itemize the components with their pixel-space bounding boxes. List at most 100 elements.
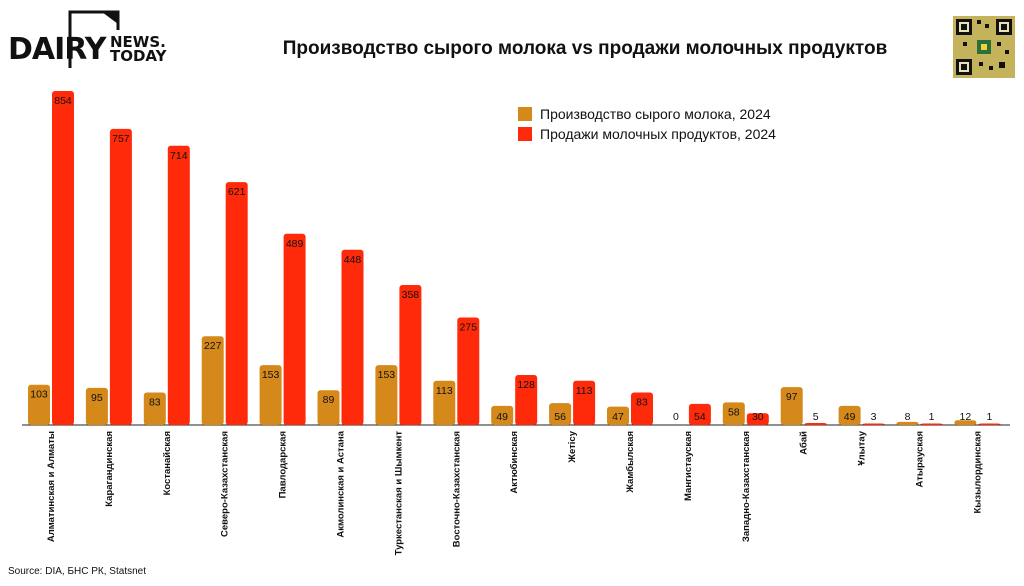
bar-production — [838, 405, 861, 425]
legend-swatch-production — [518, 107, 532, 121]
data-label-production: 56 — [554, 411, 566, 423]
bar-production — [549, 403, 572, 425]
data-label-production: 49 — [844, 411, 856, 423]
bar-sales — [978, 423, 1001, 425]
data-label-sales: 113 — [576, 385, 593, 397]
data-label-production: 103 — [30, 389, 48, 401]
data-label-sales: 1 — [986, 411, 992, 423]
bar-sales — [341, 249, 364, 425]
logo-sub-text: NEWS. TODAY — [110, 33, 167, 65]
bar-sales — [746, 413, 769, 425]
x-tick-label: Туркестанская и Шымкент — [393, 431, 404, 556]
bar-production — [143, 392, 166, 425]
legend-swatch-sales — [518, 127, 532, 141]
x-tick-label: Павлодарская — [278, 431, 289, 498]
x-tick-label: Западно-Казахстанская — [741, 431, 752, 542]
x-tick-label: Кызылординская — [972, 431, 983, 514]
bar-sales — [52, 91, 74, 425]
data-label-production: 0 — [673, 411, 679, 423]
source-note: Source: DIA, БНС РК, Statsnet — [8, 566, 146, 577]
bar-production — [780, 387, 803, 425]
data-label-production: 227 — [204, 340, 222, 352]
x-tick-label: Мангистауская — [683, 431, 694, 501]
bar-sales — [283, 233, 306, 425]
x-tick-label: Атырауская — [915, 431, 926, 488]
bar-production — [201, 336, 224, 425]
x-tick-label: Костанайская — [162, 431, 173, 495]
data-label-production: 97 — [786, 391, 798, 403]
x-tick-label: Абай — [799, 431, 810, 455]
bar-production — [491, 405, 514, 425]
bar-sales — [399, 284, 422, 425]
data-label-production: 153 — [378, 369, 396, 381]
data-label-sales: 358 — [402, 289, 420, 301]
data-label-sales: 757 — [112, 133, 130, 145]
chart-title: Производство сырого молока vs продажи мо… — [282, 38, 888, 59]
logo-flag-icon — [68, 10, 120, 68]
data-label-production: 12 — [960, 411, 972, 423]
data-label-sales: 30 — [752, 411, 764, 423]
data-label-sales: 621 — [228, 186, 246, 198]
bar-sales — [804, 423, 827, 425]
bar-sales — [225, 182, 248, 425]
data-label-sales: 83 — [636, 397, 648, 409]
data-label-sales: 275 — [460, 321, 478, 333]
x-tick-label: Ұлытау — [857, 430, 868, 465]
data-label-production: 8 — [905, 411, 911, 423]
logo: DAIRY NEWS. TODAY — [8, 10, 178, 74]
legend-item-sales: Продажи молочных продуктов, 2024 — [518, 124, 776, 144]
data-label-production: 47 — [612, 411, 624, 423]
bar-sales — [457, 317, 480, 425]
data-label-sales: 448 — [344, 254, 362, 266]
data-label-sales: 128 — [517, 379, 535, 391]
logo-main-text: DAIRY — [8, 32, 106, 67]
x-tick-label: Алматинская и Алматы — [46, 431, 57, 542]
bar-sales — [109, 128, 132, 425]
bar-production — [433, 380, 456, 425]
legend: Производство сырого молока, 2024 Продажи… — [518, 104, 776, 144]
bar-sales — [573, 380, 596, 425]
bar-production — [896, 421, 919, 425]
x-tick-label: Карагандинская — [104, 431, 115, 507]
x-tick-label: Жамбылская — [625, 431, 636, 494]
data-label-production: 153 — [262, 369, 280, 381]
x-tick-label: Актюбинская — [509, 431, 520, 494]
data-label-production: 113 — [436, 385, 453, 397]
bar-production — [954, 420, 977, 425]
bar-sales — [631, 392, 653, 425]
data-label-sales: 5 — [813, 411, 819, 423]
bar-sales — [167, 145, 190, 426]
x-tick-label: Акмолинская и Астана — [336, 430, 347, 537]
bar-sales — [515, 374, 538, 425]
bar-production — [375, 365, 398, 425]
legend-label-sales: Продажи молочных продуктов, 2024 — [540, 126, 776, 142]
data-label-production: 89 — [323, 394, 335, 406]
qr-code-icon — [953, 16, 1015, 78]
bar-production — [28, 384, 50, 425]
x-tick-label: Жетісу — [567, 430, 578, 463]
data-label-production: 58 — [728, 406, 740, 418]
logo-sub-line2: TODAY — [110, 47, 167, 65]
bar-production — [317, 390, 340, 425]
data-label-sales: 54 — [694, 411, 706, 423]
data-label-production: 95 — [91, 392, 103, 404]
data-label-sales: 1 — [929, 411, 935, 423]
data-label-production: 49 — [496, 411, 508, 423]
bar-sales — [688, 403, 711, 425]
logo-sub-line1: NEWS. — [110, 33, 166, 51]
bar-production — [259, 365, 282, 425]
data-label-sales: 714 — [170, 150, 188, 162]
bar-sales — [920, 423, 943, 425]
data-label-sales: 854 — [54, 95, 72, 107]
legend-item-production: Производство сырого молока, 2024 — [518, 104, 776, 124]
bar-production — [722, 402, 745, 425]
data-label-production: 83 — [149, 397, 161, 409]
bar-sales — [862, 423, 885, 425]
data-label-sales: 3 — [871, 411, 877, 423]
x-tick-label: Восточно-Казахстанская — [451, 431, 462, 547]
x-tick-label: Северо-Казахстанская — [220, 431, 231, 537]
data-label-sales: 489 — [286, 238, 304, 250]
bar-production — [607, 406, 629, 425]
legend-label-production: Производство сырого молока, 2024 — [540, 106, 771, 122]
